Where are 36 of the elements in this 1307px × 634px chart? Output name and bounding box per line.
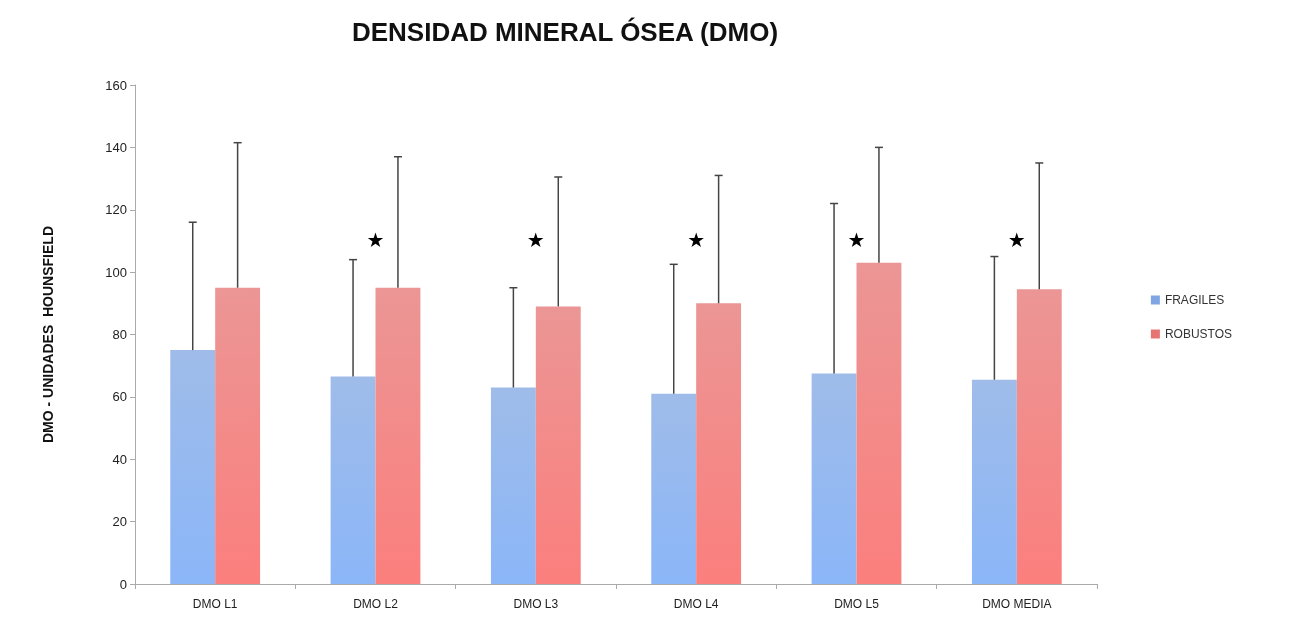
y-tick-label: 80 <box>112 327 127 342</box>
y-tick-label: 160 <box>105 77 127 93</box>
annotation: ★ <box>1007 228 1026 251</box>
x-tick-label: DMO L4 <box>673 597 719 611</box>
bar <box>535 306 581 584</box>
legend-label: FRAGILES <box>1164 293 1225 307</box>
x-tick-label: DMO L5 <box>834 597 880 611</box>
annotation: ★ <box>366 228 385 251</box>
x-tick-label: DMO L2 <box>353 597 399 611</box>
bar <box>330 376 376 584</box>
y-axis-title: DMO - UNIDADES HOUNSFIELD <box>40 226 56 443</box>
bar <box>971 379 1017 584</box>
legend-label: ROBUSTOS <box>1164 327 1232 341</box>
x-tick-label: DMO L1 <box>192 597 238 611</box>
x-tick-label: DMO L3 <box>513 597 559 611</box>
y-tick-label: 60 <box>112 389 127 405</box>
annotation: ★ <box>847 228 866 251</box>
bar <box>490 387 536 584</box>
bar <box>856 262 902 584</box>
chart-title: DENSIDAD MINERAL ÓSEA (DMO) <box>351 17 779 47</box>
bar <box>215 287 261 584</box>
annotation: ★ <box>687 228 706 251</box>
bar <box>651 393 697 584</box>
bar <box>375 287 421 584</box>
bar <box>696 303 742 584</box>
x-tick-label: DMO MEDIA <box>982 597 1052 611</box>
bar <box>1016 289 1062 584</box>
y-tick-label: 100 <box>105 264 127 280</box>
annotation: ★ <box>526 228 545 251</box>
y-tick-label: 20 <box>112 514 127 530</box>
bar <box>811 373 857 584</box>
y-tick-label: 0 <box>119 576 127 592</box>
y-tick-label: 140 <box>105 139 127 155</box>
bar <box>170 350 216 584</box>
y-tick-label: 40 <box>112 451 127 467</box>
y-tick-label: 120 <box>105 202 127 218</box>
